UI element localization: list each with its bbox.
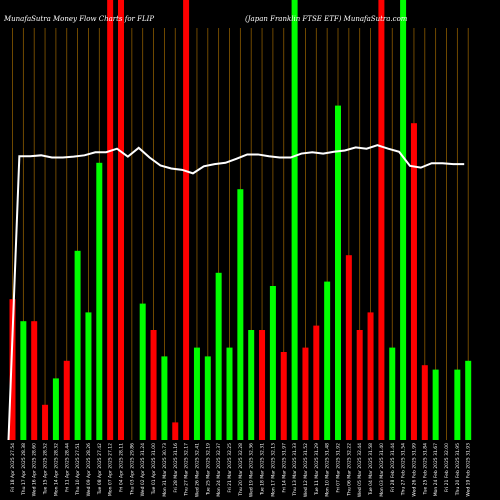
date-label: Mon 31 Mar 2025 30.73	[162, 443, 168, 497]
bar	[161, 356, 168, 440]
bar	[85, 312, 92, 440]
date-label: Thu 17 Apr 2025 28.38	[21, 443, 27, 496]
bar	[183, 0, 190, 440]
bar	[465, 360, 472, 440]
bar	[31, 321, 38, 440]
bar	[172, 422, 179, 440]
date-label: Mon 14 Apr 2025 28.32	[53, 443, 59, 496]
bar	[237, 189, 244, 440]
bar	[259, 330, 266, 440]
chart-title-left: MunafaSutra Money Flow Charts for FLIP	[3, 15, 154, 23]
bar	[42, 404, 49, 440]
date-label: Thu 06 Mar 2025 32.22	[346, 443, 352, 497]
bar	[52, 378, 59, 440]
bar	[74, 250, 81, 440]
flow-line	[7, 144, 465, 441]
date-label: Fri 07 Mar 2025 31.92	[336, 443, 342, 493]
bar	[432, 369, 439, 440]
chart-title-right: (Japan Franklin FTSE ETF) MunafaSutra.co…	[245, 15, 408, 23]
bar	[421, 365, 428, 440]
bar	[20, 321, 27, 440]
bar	[410, 123, 417, 440]
date-label: Mon 07 Apr 2025 27.12	[108, 443, 114, 496]
date-label: Fri 14 Mar 2025 31.97	[281, 443, 287, 493]
date-label: Tue 25 Feb 2025 31.84	[422, 443, 428, 496]
date-label: Fri 28 Mar 2025 31.16	[173, 443, 179, 493]
date-label: Fri 28 Feb 2025 31.44	[390, 443, 396, 492]
bar	[215, 272, 222, 440]
date-label: Wed 26 Feb 2025 31.99	[411, 443, 417, 497]
bar	[291, 0, 298, 440]
date-label: Tue 01 Apr 2025 31.00	[151, 443, 157, 495]
date-label: Wed 19 Feb 2025 31.93	[466, 443, 472, 497]
date-label: Wed 05 Mar 2025 32.44	[357, 443, 363, 497]
date-label: Thu 13 Mar 2025 31.33	[292, 443, 298, 497]
bar	[193, 347, 200, 440]
date-label: Thu 20 Mar 2025 32.28	[238, 443, 244, 497]
date-labels: Fri 18 Apr 2025 27.54 Thu 17 Apr 2025 28.…	[10, 443, 472, 497]
date-label: Wed 12 Mar 2025 31.52	[303, 443, 309, 497]
bar	[400, 0, 407, 440]
date-label: Tue 25 Mar 2025 32.19	[205, 443, 211, 496]
bar	[204, 356, 211, 440]
bar	[335, 105, 341, 440]
date-label: Tue 04 Mar 2025 31.58	[368, 443, 374, 496]
bar	[345, 255, 352, 440]
bar	[280, 352, 287, 440]
bar	[107, 0, 114, 440]
date-label: Wed 26 Mar 2025 32.41	[194, 443, 200, 497]
bar	[118, 0, 124, 440]
date-label: Mon 03 Mar 2025 31.40	[379, 443, 385, 497]
date-label: Wed 02 Apr 2025 31.24	[140, 443, 146, 497]
date-label: Fri 21 Mar 2025 32.25	[227, 443, 233, 493]
date-label: Wed 19 Mar 2025 32.36	[249, 443, 255, 497]
date-label: Thu 10 Apr 2025 27.51	[75, 443, 81, 496]
date-label: Fri 04 Apr 2025 28.11	[119, 443, 125, 492]
bar	[302, 347, 309, 440]
bar	[150, 330, 157, 440]
bar	[367, 312, 374, 440]
bar	[139, 303, 146, 440]
date-label: Mon 24 Feb 2025 31.67	[433, 443, 439, 496]
bar-series	[9, 0, 472, 441]
bar	[96, 162, 103, 441]
bar	[269, 286, 276, 440]
date-label: Thu 27 Mar 2025 32.17	[184, 443, 190, 497]
bar	[248, 330, 255, 440]
date-label: Mon 24 Mar 2025 32.37	[216, 443, 222, 497]
date-label: Tue 18 Mar 2025 32.31	[260, 443, 266, 496]
bar	[454, 369, 461, 440]
date-label: Wed 09 Apr 2025 28.26	[86, 443, 92, 497]
bar	[226, 347, 233, 440]
bar	[389, 347, 396, 440]
date-label: Thu 20 Feb 2025 31.95	[455, 443, 461, 496]
date-label: Tue 08 Apr 2025 27.42	[97, 443, 103, 495]
date-label: Thu 03 Apr 2025 29.86	[129, 443, 135, 496]
bar	[313, 325, 320, 440]
date-label: Thu 27 Feb 2025 31.54	[401, 443, 407, 496]
bar	[324, 281, 331, 440]
date-label: Mon 17 Mar 2025 32.13	[270, 443, 276, 497]
date-label: Wed 16 Apr 2025 28.60	[32, 443, 38, 497]
date-label: Tue 11 Mar 2025 31.29	[314, 443, 320, 496]
line-series	[7, 144, 465, 441]
date-label: Tue 15 Apr 2025 28.52	[43, 443, 49, 495]
bar	[9, 299, 16, 440]
date-label: Mon 10 Mar 2025 31.48	[325, 443, 331, 497]
bar	[378, 0, 385, 440]
bar	[63, 360, 70, 440]
date-label: Fri 21 Feb 2025 32.00	[444, 443, 450, 492]
bar	[356, 330, 363, 440]
date-label: Fri 11 Apr 2025 28.44	[64, 443, 70, 492]
date-label: Fri 18 Apr 2025 27.54	[10, 443, 16, 492]
